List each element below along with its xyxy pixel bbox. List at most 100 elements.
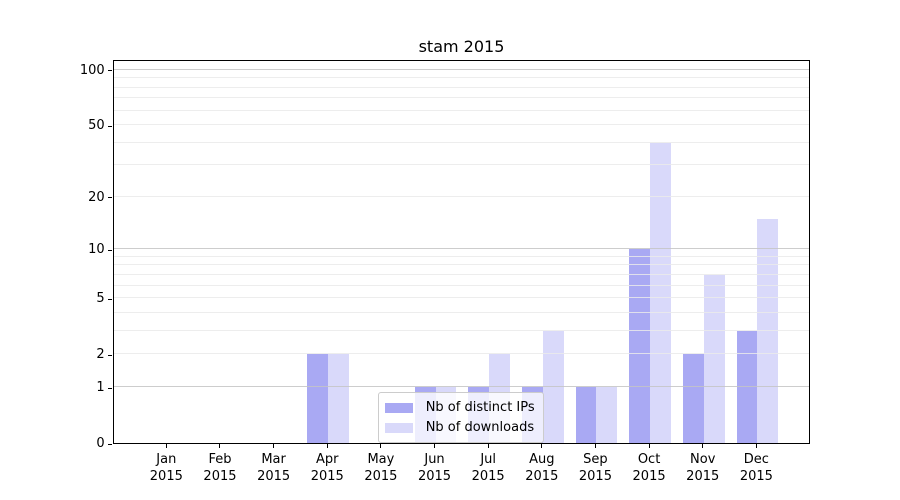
gridline-minor xyxy=(113,264,809,266)
gridline-minor xyxy=(113,109,809,111)
month-label: Oct xyxy=(637,452,661,468)
plot-area xyxy=(112,60,810,445)
y-tick-mark xyxy=(108,387,112,389)
y-tick-mark xyxy=(108,354,112,356)
year-label: 2015 xyxy=(471,469,505,485)
y-tick-mark xyxy=(108,70,112,72)
month-label: Apr xyxy=(316,452,339,468)
x-tick-label-apr: Apr 2015 xyxy=(297,451,357,485)
x-tick-label-nov: Nov 2015 xyxy=(673,451,733,485)
year-label: 2015 xyxy=(417,469,452,485)
legend-entry-distinct-ips: Nb of distinct IPs xyxy=(384,400,535,415)
month-label: Nov xyxy=(690,452,716,468)
year-label: 2015 xyxy=(310,469,344,485)
year-label: 2015 xyxy=(578,469,612,485)
bar-ips-sep xyxy=(575,387,597,444)
gridline-minor xyxy=(113,195,809,197)
bar-ips-nov xyxy=(682,354,704,444)
x-tick-mark xyxy=(380,444,382,449)
year-label: 2015 xyxy=(525,469,559,485)
bar-ips-oct xyxy=(629,249,651,444)
bar-downloads-dec xyxy=(757,218,779,444)
gridline-minor xyxy=(113,273,809,275)
legend-swatch-downloads xyxy=(384,422,413,433)
month-label: Mar xyxy=(261,452,286,468)
year-label: 2015 xyxy=(203,469,237,485)
gridline-minor xyxy=(113,77,809,79)
y-tick-label: 20 xyxy=(88,189,105,205)
year-label: 2015 xyxy=(257,469,291,485)
chart-title: stam 2015 xyxy=(418,37,505,56)
legend: Nb of distinct IPs Nb of downloads xyxy=(377,392,544,443)
legend-swatch-distinct-ips xyxy=(384,402,413,413)
y-tick-mark xyxy=(108,249,112,251)
year-label: 2015 xyxy=(364,469,398,485)
gridline-minor xyxy=(113,330,809,332)
gridline-minor xyxy=(113,86,809,88)
gridline-major xyxy=(113,68,809,70)
bar-downloads-sep xyxy=(596,387,618,444)
month-label: Dec xyxy=(743,452,769,468)
x-tick-label-dec: Dec 2015 xyxy=(726,451,786,485)
x-tick-label-jan: Jan 2015 xyxy=(136,451,196,485)
x-tick-mark xyxy=(594,444,596,449)
legend-label-distinct-ips: Nb of distinct IPs xyxy=(425,400,535,415)
gridline-minor xyxy=(113,141,809,143)
month-label: Jan xyxy=(156,452,177,468)
x-tick-label-jul: Jul 2015 xyxy=(458,451,518,485)
month-label: Aug xyxy=(529,452,555,468)
y-tick-mark xyxy=(108,197,112,199)
year-label: 2015 xyxy=(686,469,720,485)
bar-downloads-nov xyxy=(703,274,725,444)
x-tick-mark xyxy=(273,444,275,449)
gridline-minor xyxy=(113,97,809,99)
bar-ips-apr xyxy=(307,354,329,444)
y-tick-mark xyxy=(108,443,112,445)
gridline-minor xyxy=(113,312,809,314)
y-tick-mark xyxy=(108,125,112,127)
x-tick-mark xyxy=(219,444,221,449)
x-tick-label-mar: Mar 2015 xyxy=(244,451,304,485)
y-tick-label: 100 xyxy=(79,62,105,78)
x-tick-label-feb: Feb 2015 xyxy=(190,451,250,485)
y-tick-label: 5 xyxy=(96,291,105,307)
year-label: 2015 xyxy=(632,469,666,485)
x-tick-mark xyxy=(648,444,650,449)
x-tick-mark xyxy=(702,444,704,449)
y-tick-label: 0 xyxy=(96,436,105,452)
y-tick-label: 2 xyxy=(96,347,105,363)
y-tick-label: 50 xyxy=(88,118,105,133)
legend-entry-downloads: Nb of downloads xyxy=(384,420,535,435)
bar-downloads-apr xyxy=(328,354,350,444)
gridline-minor xyxy=(113,353,809,355)
y-tick-label: 1 xyxy=(96,380,105,396)
gridline-minor xyxy=(113,164,809,166)
gridline-major xyxy=(113,386,809,388)
month-label: Feb xyxy=(208,452,232,468)
gridline-minor xyxy=(113,297,809,299)
x-tick-label-aug: Aug 2015 xyxy=(512,451,572,485)
x-tick-mark xyxy=(326,444,328,449)
gridline-minor xyxy=(113,124,809,126)
gridline-minor xyxy=(113,255,809,257)
month-label: Jul xyxy=(480,452,496,468)
bar-ips-dec xyxy=(736,331,758,444)
gridline-minor xyxy=(113,284,809,286)
x-tick-mark xyxy=(165,444,167,449)
x-tick-mark xyxy=(541,444,543,449)
legend-label-downloads: Nb of downloads xyxy=(425,420,535,435)
x-tick-mark xyxy=(487,444,489,449)
month-label: May xyxy=(367,452,395,468)
x-tick-label-oct: Oct 2015 xyxy=(619,451,679,485)
y-tick-mark xyxy=(108,298,112,300)
x-tick-label-may: May 2015 xyxy=(351,451,411,485)
y-tick-label: 10 xyxy=(88,242,105,258)
x-tick-label-jun: Jun 2015 xyxy=(405,451,465,485)
bar-downloads-oct xyxy=(650,142,671,444)
x-tick-label-sep: Sep 2015 xyxy=(565,451,625,485)
x-tick-mark xyxy=(755,444,757,449)
year-label: 2015 xyxy=(739,469,773,485)
bar-downloads-aug xyxy=(542,331,564,444)
gridline-major xyxy=(113,248,809,250)
